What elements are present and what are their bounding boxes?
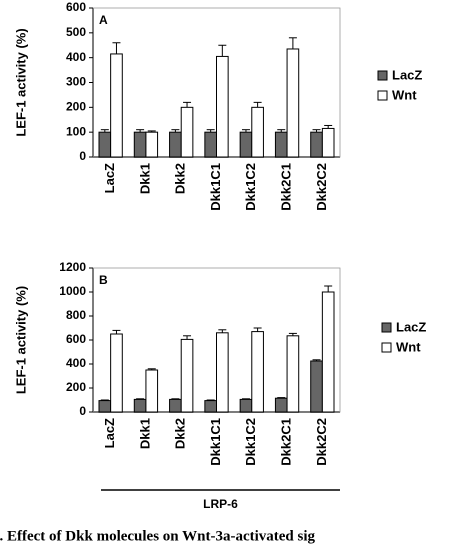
legend-label: LacZ <box>396 319 426 334</box>
bar <box>216 332 229 413</box>
bar <box>169 131 182 158</box>
bar <box>204 131 217 158</box>
legend-swatch <box>381 322 392 333</box>
x-tick-label: Dkk2C2 <box>314 163 329 211</box>
group-label: LRP-6 <box>203 497 238 511</box>
x-tick-label: Dkk2C1 <box>279 418 294 466</box>
x-tick-label: Dkk1C1 <box>208 418 223 466</box>
bar <box>133 398 147 413</box>
bar <box>321 127 335 158</box>
x-tick-label: Dkk2C2 <box>314 418 329 466</box>
y-tick-label: 400 <box>66 50 86 64</box>
legend-swatch <box>377 70 388 81</box>
x-tick-label: Dkk2 <box>173 163 188 194</box>
y-tick-label: 200 <box>66 380 86 394</box>
legend-swatch <box>377 90 388 101</box>
caption: 2. Effect of Dkk molecules on Wnt-3a-act… <box>0 528 316 544</box>
y-tick-label: 1000 <box>59 284 86 298</box>
x-tick-label: Dkk2C1 <box>279 163 294 211</box>
y-tick-label: 100 <box>66 124 86 138</box>
panel-label: B <box>99 273 108 287</box>
x-tick-label: LacZ <box>102 418 117 448</box>
x-tick-label: Dkk1 <box>137 163 152 194</box>
y-tick-label: 300 <box>66 75 86 89</box>
x-tick-label: Dkk1 <box>137 418 152 449</box>
bar <box>321 291 335 413</box>
y-tick-label: 0 <box>79 404 86 418</box>
bar <box>251 331 264 413</box>
bar <box>310 131 323 158</box>
bar <box>310 360 323 413</box>
bar <box>98 131 112 158</box>
y-axis-label: LEF-1 activity (%) <box>13 28 28 136</box>
y-tick-label: 400 <box>66 356 86 370</box>
y-tick-label: 0 <box>79 149 86 163</box>
bar <box>110 333 123 413</box>
bar <box>216 55 229 158</box>
y-tick-label: 600 <box>66 332 86 346</box>
legend-label: LacZ <box>392 67 422 82</box>
bar <box>145 369 159 413</box>
x-tick-label: Dkk1C1 <box>208 163 223 211</box>
bar <box>286 48 300 158</box>
bar <box>98 400 112 413</box>
x-tick-label: LacZ <box>102 163 117 193</box>
legend-swatch <box>381 342 392 353</box>
bar <box>180 338 194 413</box>
x-tick-label: Dkk1C2 <box>243 163 258 211</box>
legend-label: Wnt <box>392 87 417 102</box>
bar <box>180 106 194 158</box>
bar <box>286 335 300 413</box>
y-tick-label: 1200 <box>59 260 86 274</box>
bar <box>239 398 253 413</box>
legend-label: Wnt <box>396 339 421 354</box>
bar <box>110 53 123 158</box>
bar <box>204 400 217 413</box>
y-tick-label: 800 <box>66 308 86 322</box>
bar <box>169 398 182 413</box>
bar <box>239 131 253 158</box>
bar <box>274 397 288 413</box>
bar <box>133 131 147 158</box>
bar <box>251 106 264 158</box>
bar <box>145 131 159 158</box>
x-tick-label: Dkk2 <box>173 418 188 449</box>
y-tick-label: 600 <box>66 0 86 14</box>
y-tick-label: 200 <box>66 100 86 114</box>
x-tick-label: Dkk1C2 <box>243 418 258 466</box>
panel-label: A <box>99 13 108 27</box>
y-tick-label: 500 <box>66 25 86 39</box>
bar <box>274 131 288 158</box>
y-axis-label: LEF-1 activity (%) <box>13 286 28 394</box>
